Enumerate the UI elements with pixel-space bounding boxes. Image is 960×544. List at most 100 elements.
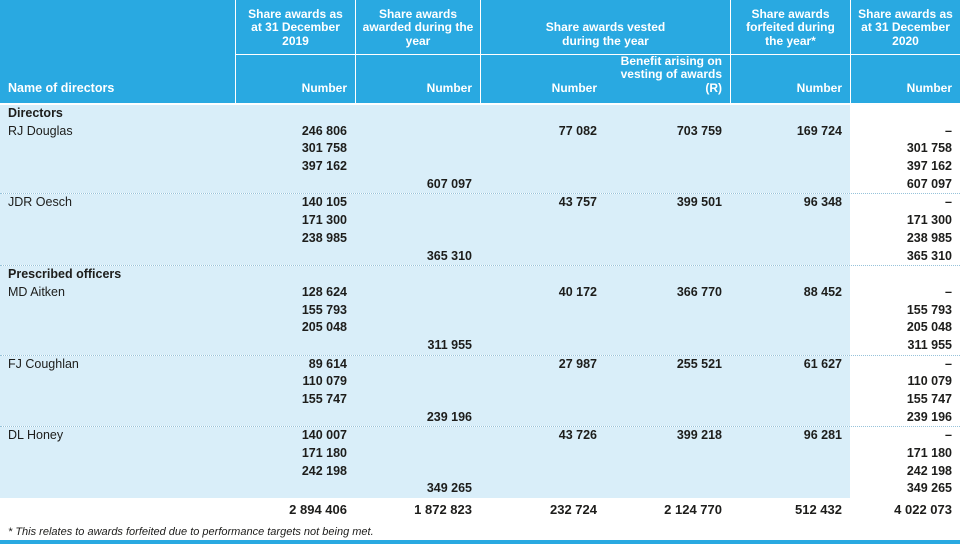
value-cell: [355, 229, 480, 248]
value-cell: 155 793: [235, 301, 355, 320]
section-header-row: Prescribed officers: [0, 266, 960, 284]
table-header: Name of directors Share awards as at 31 …: [0, 0, 960, 105]
value-cell: 43 726: [480, 427, 605, 446]
value-cell: [730, 408, 850, 427]
value-cell: 242 198: [235, 462, 355, 481]
value-cell: 205 048: [850, 319, 960, 337]
value-cell: [235, 247, 355, 266]
value-cell: 399 218: [605, 427, 730, 446]
table-row: 110 079 110 079: [0, 373, 960, 391]
value-cell: 349 265: [850, 480, 960, 499]
table-row: 238 985 238 985: [0, 229, 960, 248]
value-cell: [355, 355, 480, 374]
empty-cell: [355, 266, 480, 284]
value-cell: [480, 212, 605, 230]
value-cell: 301 758: [235, 140, 355, 159]
value-cell: 607 097: [850, 175, 960, 194]
value-cell: [355, 391, 480, 409]
value-cell: 399 501: [605, 194, 730, 213]
value-cell: 155 747: [850, 391, 960, 409]
value-cell: [480, 373, 605, 391]
table-row: 365 310 365 310: [0, 247, 960, 266]
subheader-number-2019: Number: [235, 55, 355, 103]
value-cell: [480, 247, 605, 266]
total-2019: 2 894 406: [235, 498, 355, 523]
total-vested: 232 724: [480, 498, 605, 523]
footnote: * This relates to awards forfeited due t…: [0, 522, 960, 541]
director-block: FJ Coughlan 89 614 27 987 255 521 61 627–110…: [0, 355, 960, 428]
director-name: [0, 175, 235, 194]
value-cell: 365 310: [850, 247, 960, 266]
value-cell: 96 281: [730, 427, 850, 446]
value-cell: [480, 140, 605, 159]
table-row: 397 162 397 162: [0, 158, 960, 176]
value-cell: [605, 140, 730, 159]
total-forfeited: 512 432: [730, 498, 850, 523]
value-cell: 607 097: [355, 175, 480, 194]
subheader-number-forfeited: Number: [730, 55, 850, 103]
director-name: [0, 373, 235, 391]
value-cell: 238 985: [235, 229, 355, 248]
value-cell: 242 198: [850, 462, 960, 481]
director-name: JDR Oesch: [0, 194, 235, 213]
value-cell: [355, 212, 480, 230]
section-label: Prescribed officers: [0, 266, 235, 284]
value-cell: [235, 336, 355, 355]
value-cell: [235, 408, 355, 427]
value-cell: [730, 373, 850, 391]
value-cell: 246 806: [235, 122, 355, 141]
value-cell: 171 300: [235, 212, 355, 230]
value-cell: [605, 212, 730, 230]
value-cell: [355, 445, 480, 463]
value-cell: 77 082: [480, 122, 605, 141]
director-name: [0, 336, 235, 355]
director-name: [0, 301, 235, 320]
value-cell: [730, 158, 850, 176]
value-cell: 171 180: [850, 445, 960, 463]
value-cell: [355, 283, 480, 302]
value-cell: [730, 301, 850, 320]
value-cell: [730, 229, 850, 248]
value-cell: 397 162: [235, 158, 355, 176]
value-cell: 171 180: [235, 445, 355, 463]
value-cell: 140 007: [235, 427, 355, 446]
value-cell: 301 758: [850, 140, 960, 159]
value-cell: 255 521: [605, 355, 730, 374]
value-cell: 239 196: [850, 408, 960, 427]
value-cell: [730, 445, 850, 463]
col-group-vested: Share awards vested during the year: [480, 0, 730, 55]
table-row: 171 180 171 180: [0, 445, 960, 463]
value-cell: 397 162: [850, 158, 960, 176]
value-cell: 140 105: [235, 194, 355, 213]
value-cell: –: [850, 355, 960, 374]
total-benefit: 2 124 770: [605, 498, 730, 523]
total-awarded: 1 872 823: [355, 498, 480, 523]
director-block: JDR Oesch 140 105 43 757 399 501 96 348–171 …: [0, 194, 960, 267]
value-cell: [480, 336, 605, 355]
value-cell: [480, 445, 605, 463]
value-cell: 61 627: [730, 355, 850, 374]
director-name: [0, 229, 235, 248]
table-row: MD Aitken 128 624 40 172 366 770 88 452–: [0, 283, 960, 302]
col-group-awarded: Share awards awarded during the year: [355, 0, 480, 55]
value-cell: [355, 373, 480, 391]
table-row: RJ Douglas 246 806 77 082 703 759 169 724–: [0, 122, 960, 141]
table-row: 155 747 155 747: [0, 391, 960, 409]
value-cell: [480, 158, 605, 176]
value-cell: 169 724: [730, 122, 850, 141]
table-row: 349 265 349 265: [0, 480, 960, 499]
value-cell: 96 348: [730, 194, 850, 213]
value-cell: [355, 158, 480, 176]
value-cell: –: [850, 194, 960, 213]
table-row: 311 955 311 955: [0, 336, 960, 355]
value-cell: 311 955: [355, 336, 480, 355]
empty-cell: [850, 266, 960, 284]
empty-cell: [730, 105, 850, 123]
value-cell: 205 048: [235, 319, 355, 337]
value-cell: [355, 122, 480, 141]
director-name: [0, 480, 235, 499]
value-cell: [730, 462, 850, 481]
value-cell: [730, 391, 850, 409]
value-cell: [730, 480, 850, 499]
col-header-name-of-directors: Name of directors: [8, 81, 115, 95]
